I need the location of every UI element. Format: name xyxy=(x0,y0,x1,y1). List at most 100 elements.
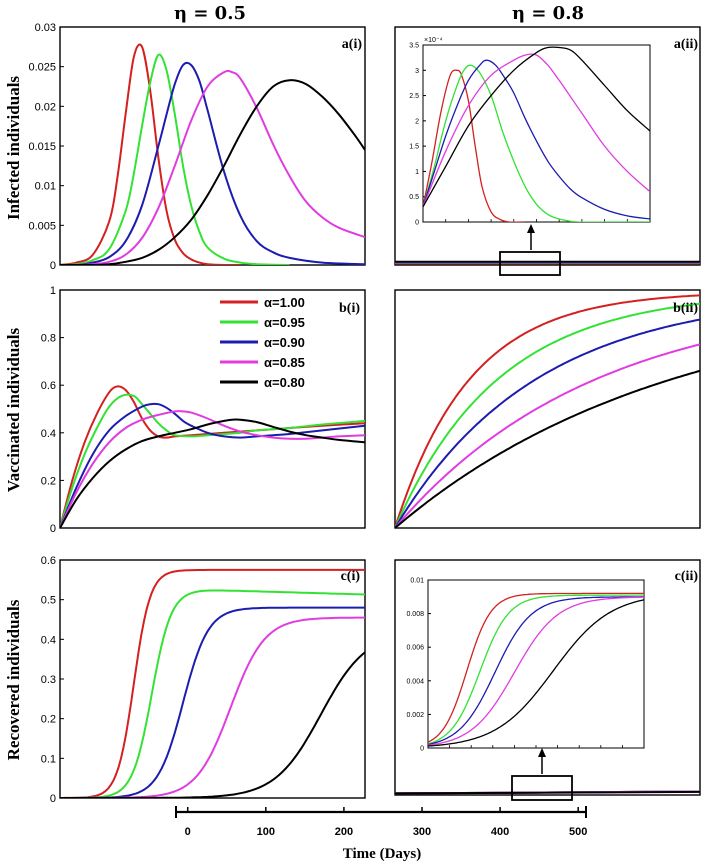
series-line-cii_inset-1 xyxy=(428,594,644,745)
legend-label: α=1.00 xyxy=(264,295,305,310)
ytick-label: 0.3 xyxy=(41,674,56,686)
series-line-aii_inset-4 xyxy=(423,46,650,208)
series-line-ai-4 xyxy=(60,79,365,265)
panel-label-ai: a(i) xyxy=(342,37,363,52)
ytick-label: 1 xyxy=(415,169,419,176)
series-line-ai-1 xyxy=(60,53,290,265)
series-group-cii xyxy=(395,790,700,795)
axes-box-aii_inset xyxy=(422,44,651,223)
series-group-ci xyxy=(60,568,365,798)
axes-box-cii_inset xyxy=(427,579,645,749)
legend-label: α=0.80 xyxy=(264,375,305,390)
ytick-label: 0.03 xyxy=(35,22,56,34)
series-line-bii-4 xyxy=(395,369,700,528)
time-tick-label: 100 xyxy=(257,826,275,838)
ytick-label: 0.015 xyxy=(28,141,56,153)
series-line-bii-1 xyxy=(395,302,700,528)
time-tick-label: 200 xyxy=(335,826,353,838)
series-group-bi xyxy=(60,385,365,528)
time-tick-label: 300 xyxy=(413,826,431,838)
ytick-label: 0.5 xyxy=(409,194,419,201)
series-line-ci-0 xyxy=(60,568,365,798)
row-label-infected: Infected individuals xyxy=(4,76,23,220)
row-label-vaccinated: Vaccinated individuals xyxy=(4,328,23,493)
ytick-label: 3 xyxy=(415,68,419,75)
series-line-ai-3 xyxy=(60,69,365,265)
ytick-label: 2.5 xyxy=(409,93,419,100)
ytick-label: 0.025 xyxy=(28,62,56,74)
series-line-cii-4 xyxy=(395,790,700,795)
y-multiplier: ×10⁻⁴ xyxy=(424,37,443,44)
series-line-bi-2 xyxy=(60,402,365,528)
ytick-label: 0.2 xyxy=(41,714,56,726)
panel-label-cii: c(ii) xyxy=(675,569,699,584)
series-line-ai-0 xyxy=(60,43,241,265)
ytick-label: 0.01 xyxy=(410,578,424,585)
ytick-label: 0.02 xyxy=(35,101,56,113)
series-line-bii-2 xyxy=(395,318,700,528)
ytick-label: 0.2 xyxy=(41,475,56,487)
series-line-bi-4 xyxy=(60,418,365,528)
series-group-aii xyxy=(395,260,700,265)
time-tick-label: 400 xyxy=(491,826,509,838)
zoom-arrowhead-c-ii xyxy=(538,748,546,757)
series-line-aii_inset-1 xyxy=(423,64,650,222)
panel-ci: 0 0.1 0.2 0.3 0.4 0.5 0.6 c(i) xyxy=(41,555,366,805)
panel-bi: 0 0.2 0.4 0.6 0.8 1 b(i) xyxy=(41,285,366,535)
axes-box-ai xyxy=(59,26,366,266)
column-title-eta-0-8: η = 0.8 xyxy=(512,3,584,24)
series-line-bii-0 xyxy=(395,294,700,528)
ytick-label: 0.004 xyxy=(406,678,424,685)
time-tick-label: 500 xyxy=(569,826,587,838)
series-line-bi-1 xyxy=(60,393,365,528)
zoom-box-a-ii xyxy=(499,251,561,276)
ytick-label: 0.5 xyxy=(41,595,56,607)
series-group-bii xyxy=(395,294,700,528)
legend-label: α=0.95 xyxy=(264,315,305,330)
panel-label-aii: a(ii) xyxy=(674,37,698,52)
ytick-label: 0.008 xyxy=(406,611,424,618)
ytick-label: 0.002 xyxy=(406,712,424,719)
series-group-ai xyxy=(60,43,365,265)
panel-cii_inset: 0 0.002 0.004 0.006 0.008 0.01 xyxy=(406,578,645,753)
zoom-arrowhead-a-ii xyxy=(527,224,535,233)
ytick-label: 3.5 xyxy=(409,43,419,50)
ytick-label: 0 xyxy=(420,746,424,753)
x-axis-title: Time (Days) xyxy=(343,846,421,862)
panel-label-ci: c(i) xyxy=(341,569,361,584)
ytick-label: 0.006 xyxy=(406,645,424,652)
panel-aii_inset: 0 0.5 1 1.5 2 2.5 3 3.5 ×10⁻⁴ xyxy=(409,37,651,227)
ytick-label: 0.1 xyxy=(41,753,56,765)
series-line-cii_inset-3 xyxy=(428,596,644,746)
series-line-ai-2 xyxy=(60,61,365,265)
panel-ai: 0 0.005 0.01 0.015 0.02 0.025 0.03 a(i) xyxy=(28,22,366,272)
ytick-label: 0 xyxy=(50,793,56,805)
ytick-label: 0.8 xyxy=(41,333,56,345)
series-line-cii_inset-4 xyxy=(428,599,644,747)
time-axis: 0 100 200 300 400 500 xyxy=(175,806,587,838)
series-line-ci-4 xyxy=(60,651,365,798)
series-line-aii_inset-3 xyxy=(423,53,650,208)
axes-box-ci xyxy=(59,559,366,799)
legend-label: α=0.85 xyxy=(264,355,305,370)
ytick-label: 0.01 xyxy=(35,181,56,193)
zoom-box-c-ii xyxy=(511,775,573,801)
series-line-bii-3 xyxy=(395,343,700,528)
series-group-aii_inset xyxy=(423,46,650,222)
ytick-label: 0.005 xyxy=(28,220,56,232)
panel-label-bii: b(ii) xyxy=(673,301,698,316)
legend: α=1.00 α=0.95 α=0.90 α=0.85 α=0.80 xyxy=(220,295,305,390)
series-group-cii_inset xyxy=(428,592,644,747)
series-line-bi-3 xyxy=(60,410,365,528)
panels: 0 0.005 0.01 0.015 0.02 0.025 0.03 a(i) a(ii) 0 0.… xyxy=(28,22,701,805)
axes-box-bi xyxy=(59,289,366,529)
panel-label-bi: b(i) xyxy=(339,301,360,316)
ytick-label: 1 xyxy=(50,285,56,297)
column-title-eta-0-5: η = 0.5 xyxy=(174,3,246,24)
series-line-cii_inset-2 xyxy=(428,596,644,746)
time-tick-label: 0 xyxy=(185,826,191,838)
ytick-label: 0.6 xyxy=(41,380,56,392)
ytick-label: 0 xyxy=(50,260,56,272)
legend-label: α=0.90 xyxy=(264,335,305,350)
